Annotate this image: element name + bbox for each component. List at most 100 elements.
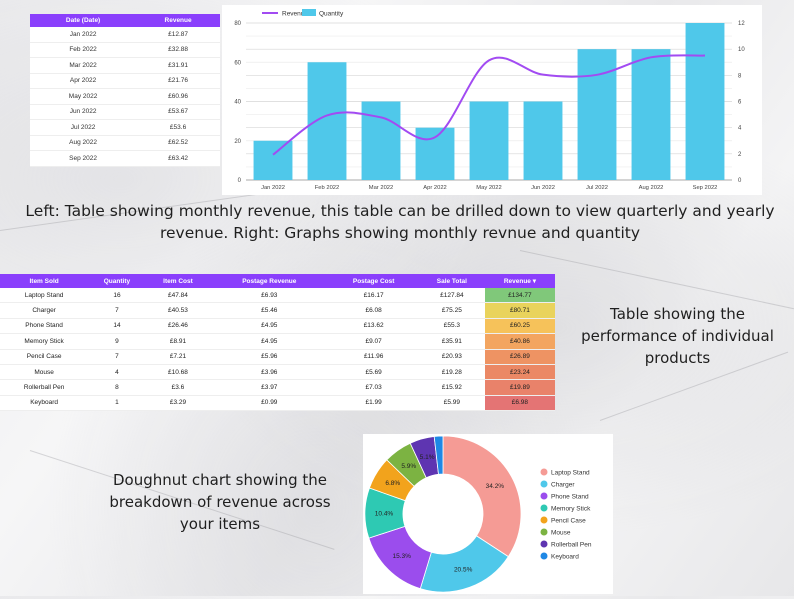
- table-cell: Sep 2022: [30, 151, 136, 167]
- table-cell: Phone Stand: [0, 318, 88, 333]
- table-cell: £75.25: [419, 303, 485, 318]
- table-row[interactable]: Jul 2022£53.6: [30, 120, 220, 136]
- y-right-tick-label: 4: [738, 126, 742, 132]
- table-cell: 9: [88, 334, 145, 349]
- legend-label: Laptop Stand: [551, 470, 590, 477]
- table-cell: Keyboard: [0, 395, 88, 410]
- column-header[interactable]: Item Cost: [146, 274, 211, 288]
- x-tick-label: Mar 2022: [369, 185, 394, 191]
- quantity-bar[interactable]: [416, 128, 455, 180]
- y-left-tick-label: 40: [234, 100, 241, 106]
- legend-label: Phone Stand: [551, 494, 589, 501]
- table-row[interactable]: May 2022£60.96: [30, 89, 220, 105]
- revenue-cell: £26.89: [485, 349, 555, 364]
- table-cell: £3.97: [210, 380, 328, 395]
- legend-label: Mouse: [551, 530, 571, 537]
- legend-swatch-quantity: [302, 9, 316, 16]
- y-right-tick-label: 8: [738, 73, 742, 79]
- column-header[interactable]: Revenue ▾: [485, 274, 555, 288]
- quantity-bar[interactable]: [578, 49, 617, 180]
- quantity-bar[interactable]: [524, 102, 563, 181]
- table-cell: Jun 2022: [30, 104, 136, 120]
- legend-swatch: [541, 529, 548, 536]
- table-cell: Pencil Case: [0, 349, 88, 364]
- table-row[interactable]: Aug 2022£62.52: [30, 135, 220, 151]
- legend-label: Rollerball Pen: [551, 542, 592, 549]
- table-row[interactable]: Apr 2022£21.76: [30, 73, 220, 89]
- table-cell: £4.95: [210, 318, 328, 333]
- quantity-bar[interactable]: [470, 102, 509, 181]
- x-tick-label: Jul 2022: [586, 185, 608, 191]
- revenue-cell: £60.25: [485, 318, 555, 333]
- table-cell: £1.99: [328, 395, 419, 410]
- table-cell: £62.52: [136, 135, 220, 151]
- table-cell: £11.96: [328, 349, 419, 364]
- quantity-bar[interactable]: [308, 62, 347, 180]
- table-cell: £21.76: [136, 73, 220, 89]
- table-cell: £5.96: [210, 349, 328, 364]
- y-left-tick-label: 0: [238, 178, 242, 184]
- legend-swatch: [541, 505, 548, 512]
- table-cell: Feb 2022: [30, 42, 136, 58]
- y-left-tick-label: 60: [234, 60, 241, 66]
- table-cell: £15.92: [419, 380, 485, 395]
- legend-swatch: [541, 493, 548, 500]
- y-right-tick-label: 12: [738, 21, 745, 27]
- x-tick-label: Apr 2022: [423, 185, 447, 191]
- column-header[interactable]: Postage Cost: [328, 274, 419, 288]
- legend-swatch: [541, 541, 548, 548]
- table-cell: Charger: [0, 303, 88, 318]
- legend-label: Charger: [551, 482, 575, 489]
- legend-label: Memory Stick: [551, 506, 591, 513]
- table-row[interactable]: Jun 2022£53.67: [30, 104, 220, 120]
- column-header[interactable]: Quantity: [88, 274, 145, 288]
- column-header[interactable]: Postage Revenue: [210, 274, 328, 288]
- column-header[interactable]: Sale Total: [419, 274, 485, 288]
- table-row[interactable]: Sep 2022£63.42: [30, 151, 220, 167]
- legend-swatch: [541, 517, 548, 524]
- quantity-bar[interactable]: [254, 141, 293, 180]
- table-cell: Memory Stick: [0, 334, 88, 349]
- column-header[interactable]: Item Sold: [0, 274, 88, 288]
- column-header[interactable]: Date (Date): [30, 14, 136, 27]
- table-cell: £0.99: [210, 395, 328, 410]
- column-header[interactable]: Revenue: [136, 14, 220, 27]
- legend-label: Pencil Case: [551, 518, 586, 525]
- table-cell: £127.84: [419, 288, 485, 303]
- doughnut-slice[interactable]: [443, 436, 521, 557]
- table-cell: £8.91: [146, 334, 211, 349]
- table-row[interactable]: Feb 2022£32.88: [30, 42, 220, 58]
- quantity-bar[interactable]: [632, 49, 671, 180]
- quantity-bar[interactable]: [686, 23, 725, 180]
- table-cell: £40.53: [146, 303, 211, 318]
- table-cell: 16: [88, 288, 145, 303]
- y-right-tick-label: 2: [738, 152, 742, 158]
- slice-label: 5.9%: [401, 463, 416, 470]
- quantity-bar[interactable]: [362, 102, 401, 181]
- table-row[interactable]: Mar 2022£31.91: [30, 58, 220, 74]
- table-row[interactable]: Jan 2022£12.87: [30, 27, 220, 42]
- table-cell: £55.3: [419, 318, 485, 333]
- legend-swatch: [541, 469, 548, 476]
- x-tick-label: Jan 2022: [261, 185, 285, 191]
- table-cell: £35.91: [419, 334, 485, 349]
- slice-label: 5.1%: [420, 454, 435, 461]
- legend-label-quantity: Quantity: [319, 11, 344, 18]
- table-cell: Jul 2022: [30, 120, 136, 136]
- doughnut-chart-svg: 34.2%20.5%15.3%10.4%6.8%5.9%5.1%Laptop S…: [363, 434, 613, 594]
- slice-label: 6.8%: [385, 480, 400, 487]
- table-cell: £31.91: [136, 58, 220, 74]
- table-cell: Jan 2022: [30, 27, 136, 42]
- legend-swatch: [541, 553, 548, 560]
